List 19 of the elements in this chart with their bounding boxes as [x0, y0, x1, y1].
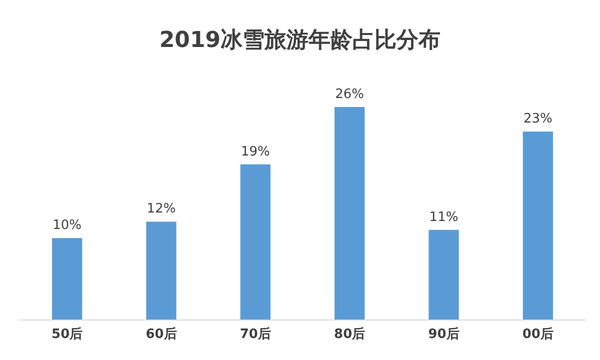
- x-tick-label: 00后: [522, 326, 554, 342]
- x-tick-label: 50后: [52, 326, 83, 342]
- bar: [146, 222, 176, 320]
- bar: [428, 230, 459, 320]
- x-tick-label: 60后: [146, 326, 177, 342]
- x-tick-label: 80后: [334, 326, 366, 342]
- data-label: 10%: [52, 218, 82, 234]
- chart-title: 2019冰雪旅游年龄占比分布: [159, 28, 441, 53]
- x-tick-label: 70后: [240, 326, 271, 342]
- bar: [52, 238, 82, 320]
- bar: [522, 132, 553, 320]
- data-label: 12%: [146, 202, 176, 217]
- bar: [240, 164, 270, 320]
- data-label: 19%: [240, 144, 270, 160]
- bar: [334, 107, 365, 320]
- data-label: 26%: [335, 87, 364, 102]
- data-label: 11%: [429, 210, 458, 225]
- x-tick-label: 90后: [428, 326, 460, 342]
- data-label: 23%: [523, 112, 552, 127]
